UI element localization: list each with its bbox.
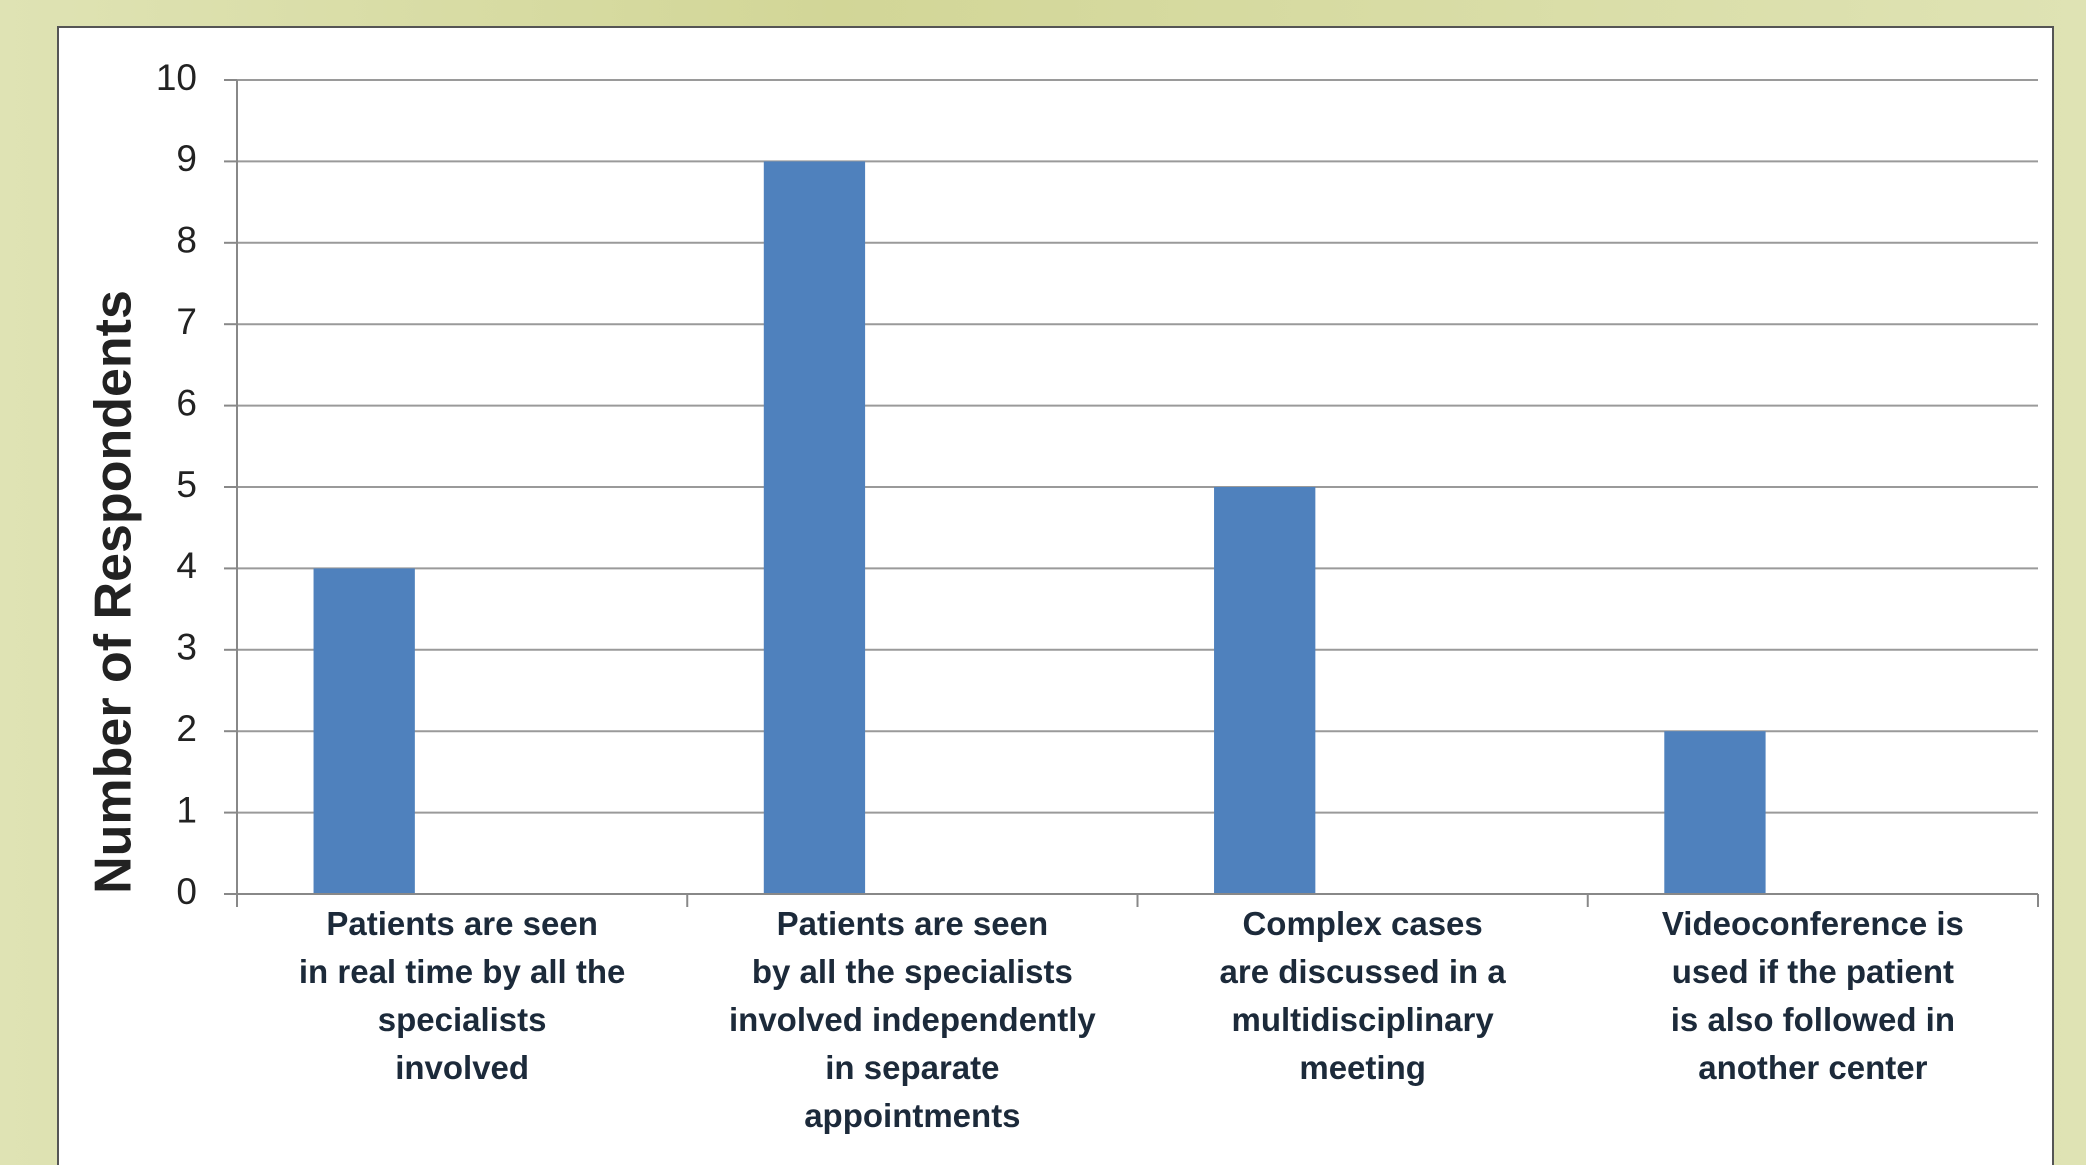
x-tick-label-line: specialists (378, 1001, 547, 1038)
x-tick-label: Videoconference is used if the patient is … (1662, 905, 1964, 1086)
x-tick-label-line: in separate (825, 1049, 999, 1086)
bar (313, 568, 415, 894)
bar (1214, 487, 1316, 894)
y-tick-label: 2 (176, 708, 197, 749)
x-tick-label-line: involved (395, 1049, 529, 1086)
x-tick-label-line: used if the patient (1672, 953, 1954, 990)
x-tick-label-line: Patients are seen (777, 905, 1048, 942)
y-tick-label: 10 (156, 57, 197, 98)
y-tick-label: 1 (176, 789, 197, 830)
x-tick-label-line: Complex cases (1242, 905, 1482, 942)
y-tick-label: 3 (176, 627, 197, 668)
x-tick-label: Patients are seen in real time by all the… (299, 905, 625, 1086)
y-tick-label: 7 (176, 301, 197, 342)
y-tick-label: 9 (176, 138, 197, 179)
y-tick-label: 5 (176, 464, 197, 505)
x-tick-label-line: are discussed in a (1220, 953, 1507, 990)
y-axis-label: Number of Respondents (85, 290, 143, 894)
x-tick-label-line: appointments (804, 1097, 1020, 1134)
x-tick-label-line: is also followed in (1671, 1001, 1955, 1038)
y-tick-label: 0 (176, 871, 197, 912)
x-tick-label-line: in real time by all the (299, 953, 625, 990)
x-tick-label-line: Videoconference is (1662, 905, 1964, 942)
bar (1664, 731, 1766, 894)
x-tick-label-line: by all the specialists (752, 953, 1073, 990)
x-tick-label-line: meeting (1299, 1049, 1426, 1086)
x-tick-label: Patients are seen by all the specialists i… (729, 905, 1096, 1134)
x-tick-label-line: Patients are seen (326, 905, 597, 942)
y-tick-label: 4 (176, 545, 197, 586)
bar (763, 161, 866, 894)
x-tick-label: Complex cases are discussed in a multidisc… (1220, 905, 1507, 1086)
y-tick-label: 8 (176, 220, 197, 261)
y-tick-label: 6 (176, 382, 197, 423)
x-tick-label-line: another center (1698, 1049, 1927, 1086)
x-tick-label-line: involved independently (729, 1001, 1096, 1038)
x-tick-label-line: multidisciplinary (1232, 1001, 1495, 1038)
